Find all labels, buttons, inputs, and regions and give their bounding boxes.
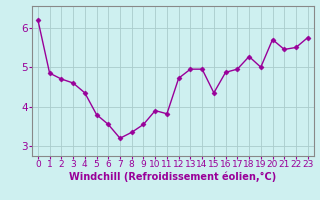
X-axis label: Windchill (Refroidissement éolien,°C): Windchill (Refroidissement éolien,°C) bbox=[69, 172, 276, 182]
